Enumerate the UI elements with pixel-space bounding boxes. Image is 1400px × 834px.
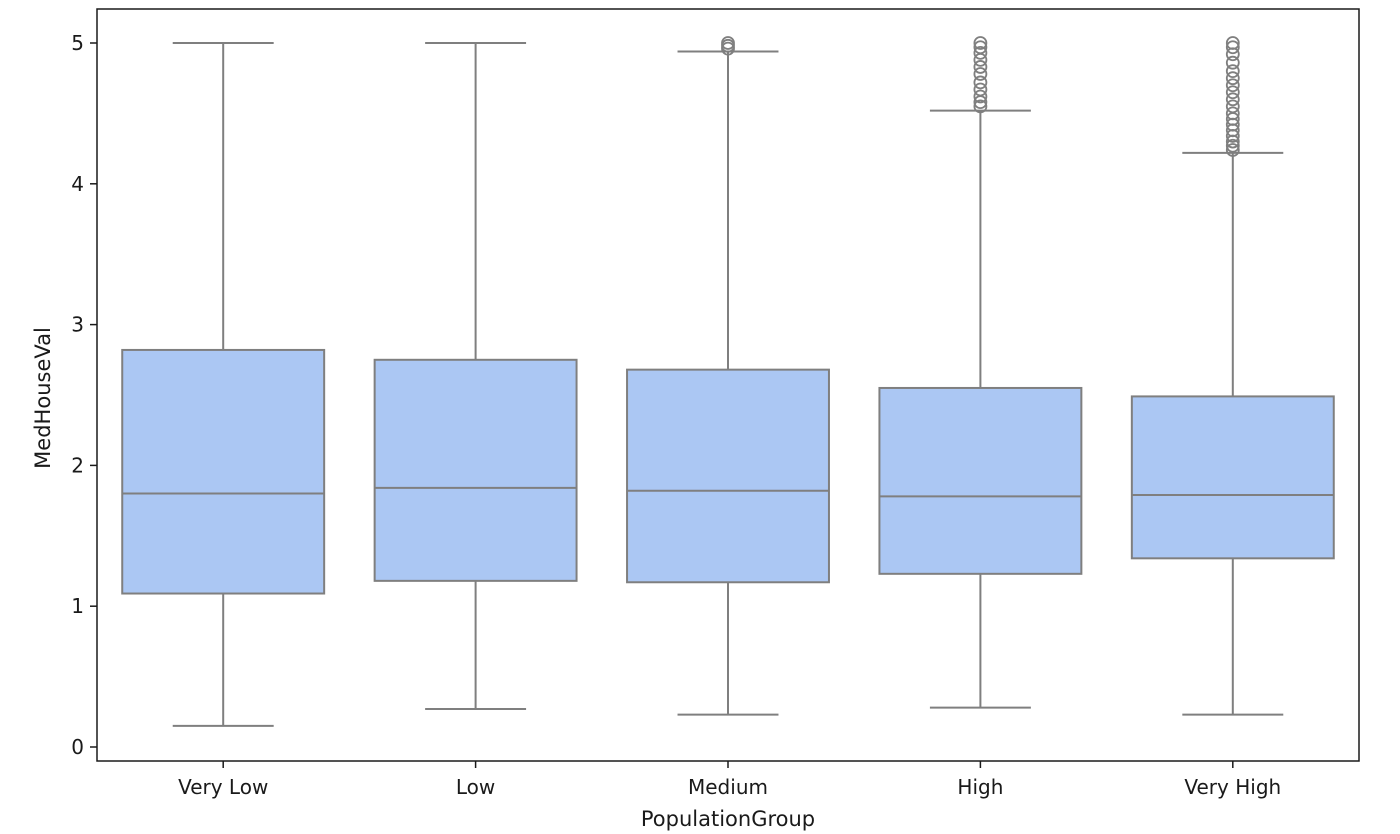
- outlier-point: [973, 89, 988, 104]
- x-axis: Very Low Low Medium High Very High: [178, 761, 1281, 799]
- outlier-point: [1225, 85, 1240, 100]
- box-5: [1130, 36, 1335, 716]
- outlier-point: [1225, 143, 1240, 157]
- outlier-point: [1225, 47, 1240, 62]
- outlier-point: [1225, 40, 1240, 55]
- outlier-point: [1225, 106, 1240, 121]
- outlier-point: [973, 99, 988, 114]
- x-tick-label: High: [957, 775, 1003, 799]
- iqr-box: [878, 386, 1083, 575]
- outlier-point: [721, 36, 735, 50]
- x-tick-label: Very High: [1184, 775, 1281, 799]
- outlier-point: [1225, 92, 1240, 107]
- y-axis-label: MedHouseVal: [31, 327, 55, 469]
- outlier-point: [1225, 64, 1240, 79]
- outlier-point: [1225, 138, 1240, 153]
- y-tick-label: 4: [71, 172, 84, 196]
- y-tick-label: 2: [71, 453, 84, 477]
- outlier-point: [973, 40, 988, 55]
- outlier-point: [721, 38, 735, 53]
- iqr-box: [626, 368, 830, 584]
- box-1: [121, 42, 326, 727]
- outlier-point: [973, 67, 988, 81]
- outlier-point: [1225, 71, 1240, 86]
- outlier-point: [973, 75, 988, 90]
- outlier-point: [1225, 99, 1240, 114]
- y-axis: 0 1 2 3 4 5: [71, 31, 97, 759]
- outlier-point: [973, 60, 988, 74]
- box-4: [878, 36, 1083, 709]
- outlier-point: [973, 45, 988, 60]
- x-tick-label: Medium: [688, 775, 768, 799]
- boxes-layer: [121, 36, 1335, 727]
- box-2: [373, 42, 578, 710]
- iqr-box: [121, 348, 326, 595]
- outlier-point: [1225, 55, 1240, 70]
- y-tick-label: 5: [71, 31, 84, 55]
- x-tick-label: Low: [456, 775, 495, 799]
- outlier-point: [1225, 36, 1240, 50]
- outlier-point: [973, 82, 988, 97]
- iqr-box: [373, 358, 578, 582]
- x-tick-label: Very Low: [178, 775, 268, 799]
- box-3: [626, 36, 830, 716]
- y-tick-label: 1: [71, 594, 84, 618]
- x-axis-label: PopulationGroup: [641, 807, 815, 831]
- outlier-point: [1225, 78, 1240, 93]
- outlier-point: [973, 36, 988, 50]
- y-tick-label: 3: [71, 313, 84, 337]
- y-tick-label: 0: [71, 735, 84, 759]
- iqr-box: [1130, 395, 1335, 560]
- outlier-point: [973, 52, 988, 67]
